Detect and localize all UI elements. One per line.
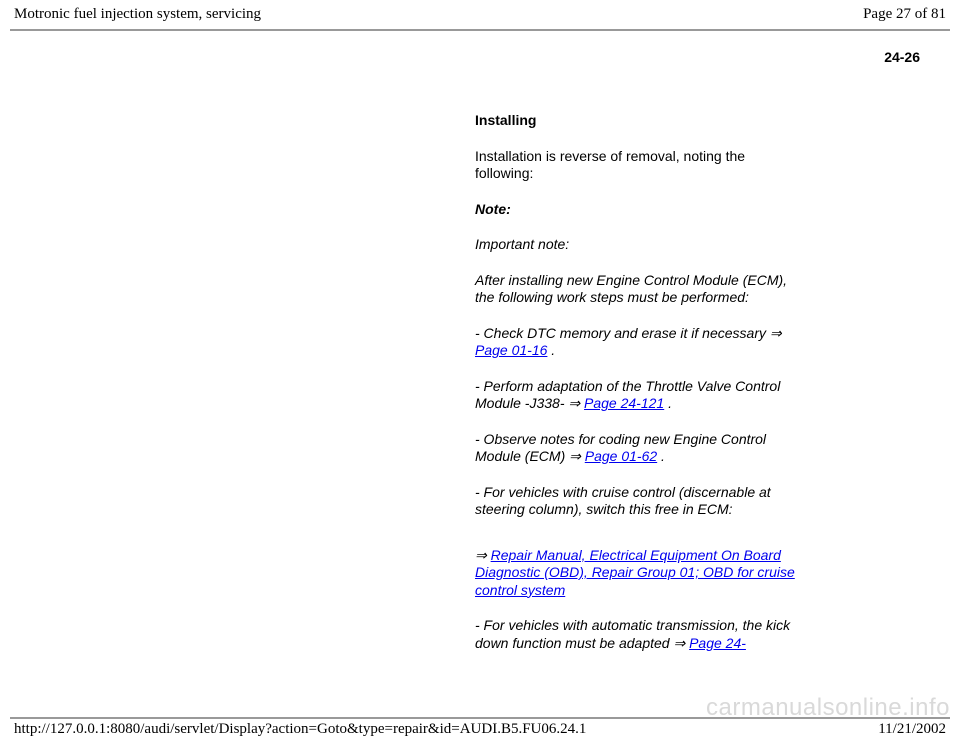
after-install-text: After installing new Engine Control Modu… bbox=[475, 272, 805, 307]
installing-heading: Installing bbox=[475, 112, 805, 130]
suffix: . bbox=[657, 448, 665, 464]
doc-title: Motronic fuel injection system, servicin… bbox=[14, 6, 261, 23]
intro-text: Installation is reverse of removal, noti… bbox=[475, 148, 805, 183]
content-column: Installing Installation is reverse of re… bbox=[475, 112, 805, 670]
note-label: Note: bbox=[475, 201, 805, 219]
page-link-01-16[interactable]: Page 01-16 bbox=[475, 342, 547, 358]
reference-block: ⇒ Repair Manual, Electrical Equipment On… bbox=[475, 547, 805, 600]
arrow-icon: ⇒ bbox=[568, 395, 580, 411]
page-indicator: Page 27 of 81 bbox=[863, 6, 946, 23]
arrow-icon: ⇒ bbox=[770, 325, 782, 341]
bullet-cruise-control: - For vehicles with cruise control (disc… bbox=[475, 484, 805, 519]
page-link-24[interactable]: Page 24- bbox=[689, 635, 746, 651]
arrow-icon: ⇒ bbox=[673, 635, 685, 651]
bullet-auto-trans: - For vehicles with automatic transmissi… bbox=[475, 617, 805, 652]
suffix: . bbox=[547, 342, 555, 358]
important-note-label: Important note: bbox=[475, 236, 805, 254]
arrow-icon: ⇒ bbox=[569, 448, 581, 464]
bullet-throttle-adapt: - Perform adaptation of the Throttle Val… bbox=[475, 378, 805, 413]
arrow-icon: ⇒ bbox=[475, 547, 487, 563]
bullet-coding-ecm: - Observe notes for coding new Engine Co… bbox=[475, 431, 805, 466]
footer-row: http://127.0.0.1:8080/audi/servlet/Displ… bbox=[10, 717, 950, 742]
page-link-24-121[interactable]: Page 24-121 bbox=[584, 395, 664, 411]
repair-manual-link[interactable]: Repair Manual, Electrical Equipment On B… bbox=[475, 547, 795, 598]
bullet-check-dtc: - Check DTC memory and erase it if neces… bbox=[475, 325, 805, 360]
section-number: 24-26 bbox=[0, 31, 960, 75]
footer-date: 11/21/2002 bbox=[878, 721, 946, 738]
bullet-text: - Check DTC memory and erase it if neces… bbox=[475, 325, 770, 341]
header-row: Motronic fuel injection system, servicin… bbox=[0, 0, 960, 25]
footer-url: http://127.0.0.1:8080/audi/servlet/Displ… bbox=[14, 721, 586, 738]
page-link-01-62[interactable]: Page 01-62 bbox=[585, 448, 657, 464]
suffix: . bbox=[664, 395, 672, 411]
